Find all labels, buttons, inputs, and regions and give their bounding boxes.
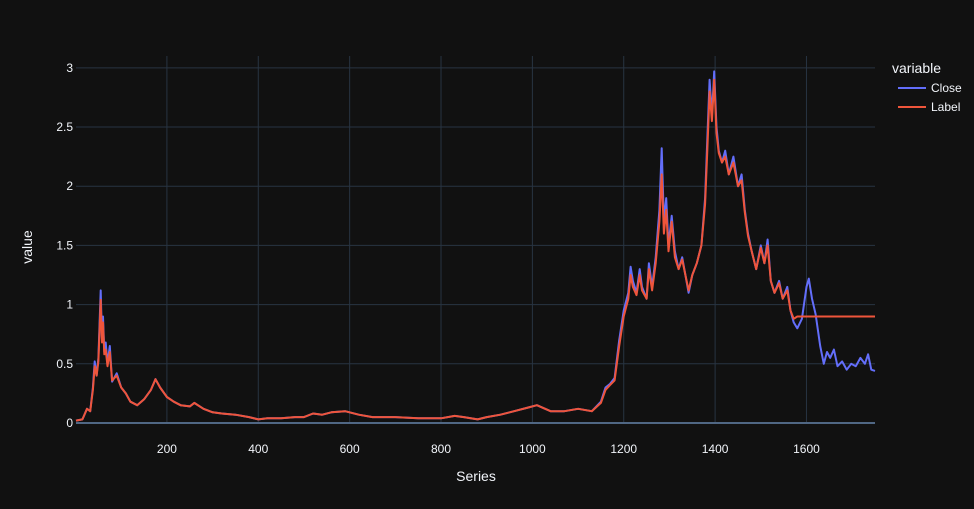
legend-title: variable xyxy=(892,60,941,76)
legend-label-close[interactable]: Close xyxy=(931,81,962,95)
x-tick-label: 200 xyxy=(157,442,177,456)
x-tick-labels: 200 400 600 800 1000 1200 1400 1600 xyxy=(157,442,820,456)
y-axis-title: value xyxy=(19,230,35,264)
y-tick-label: 1.5 xyxy=(56,238,73,252)
y-tick-label: 0 xyxy=(66,416,73,430)
x-tick-label: 1200 xyxy=(610,442,637,456)
series-lines xyxy=(75,70,876,422)
y-tick-label: 0.5 xyxy=(56,357,73,371)
x-tick-label: 1600 xyxy=(793,442,820,456)
y-tick-label: 2.5 xyxy=(56,120,73,134)
x-axis-title: Series xyxy=(456,468,496,484)
plot-background xyxy=(76,56,875,423)
x-tick-label: 1400 xyxy=(702,442,729,456)
x-tick-label: 800 xyxy=(431,442,451,456)
legend[interactable]: variable Close Label xyxy=(892,60,962,114)
x-tick-label: 1000 xyxy=(519,442,546,456)
y-tick-label: 1 xyxy=(66,298,73,312)
legend-label-label[interactable]: Label xyxy=(931,100,960,114)
x-tick-label: 400 xyxy=(248,442,268,456)
y-tick-labels: 0 0.5 1 1.5 2 2.5 3 xyxy=(56,61,73,430)
x-tick-label: 600 xyxy=(340,442,360,456)
y-tick-label: 3 xyxy=(66,61,73,75)
y-tick-label: 2 xyxy=(66,179,73,193)
series-line-label xyxy=(75,78,875,422)
